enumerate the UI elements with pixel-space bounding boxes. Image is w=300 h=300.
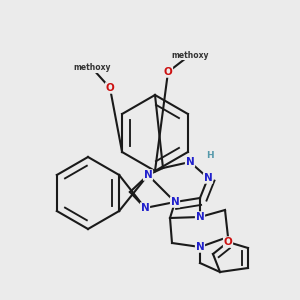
Text: N: N [186,157,194,167]
Text: O: O [106,83,114,93]
Text: N: N [196,212,204,222]
Text: methoxy: methoxy [73,64,111,73]
Text: O: O [224,237,232,247]
Text: N: N [171,197,179,207]
Text: N: N [141,203,149,213]
Text: N: N [204,173,212,183]
Text: methoxy: methoxy [171,50,209,59]
Text: N: N [196,242,204,252]
Text: N: N [144,170,152,180]
Text: H: H [206,151,214,160]
Text: O: O [164,67,172,77]
